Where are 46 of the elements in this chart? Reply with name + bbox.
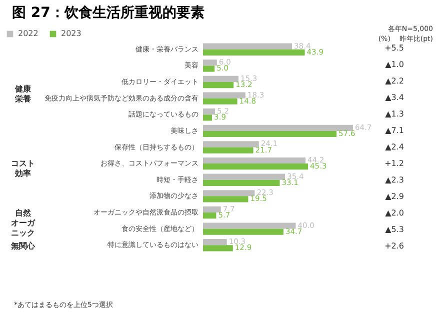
bar (203, 239, 227, 246)
bar (203, 108, 216, 115)
legend-label: 2022 (18, 29, 38, 38)
bar (203, 60, 217, 66)
bar (203, 196, 248, 202)
bar (203, 174, 286, 180)
bar (203, 130, 337, 138)
text: 健康栄養 (14, 84, 32, 104)
text: ▲2.0 (385, 208, 404, 218)
bar (203, 245, 233, 252)
bar (203, 222, 296, 229)
text: ▲3.4 (385, 92, 404, 102)
text: ▲2.2 (385, 76, 404, 86)
bar (203, 76, 238, 82)
bar (203, 147, 254, 154)
bar (203, 98, 238, 104)
bar (203, 141, 259, 148)
text: +2.6 (384, 241, 404, 250)
bar (203, 92, 246, 98)
bar (203, 190, 255, 196)
bar (203, 164, 308, 170)
text: ▲7.1 (385, 126, 404, 135)
bar (203, 66, 215, 72)
text: ▲2.4 (385, 142, 404, 152)
text: コスト効率 (11, 158, 35, 178)
text: +1.2 (384, 158, 404, 168)
bar (203, 49, 305, 56)
text: ▲5.3 (385, 224, 404, 234)
legend-label: 2023 (61, 29, 82, 38)
bar (203, 43, 292, 50)
text: ▲2.9 (385, 192, 404, 201)
bar (203, 212, 216, 219)
text: ▲2.3 (385, 175, 404, 184)
bar (203, 180, 280, 186)
bar (203, 114, 212, 121)
bar (203, 206, 221, 212)
text: ▲1.3 (385, 109, 404, 118)
text: +5.5 (384, 43, 404, 52)
text: 自然オーガニック (11, 208, 36, 238)
bar (203, 157, 306, 164)
text: ▲1.0 (385, 60, 404, 69)
chart-title: 图 27：饮食生活所重视的要素 (12, 4, 204, 22)
text: 無関心 (10, 240, 36, 250)
bar (203, 82, 234, 88)
bar (203, 124, 353, 131)
bar (203, 228, 284, 235)
